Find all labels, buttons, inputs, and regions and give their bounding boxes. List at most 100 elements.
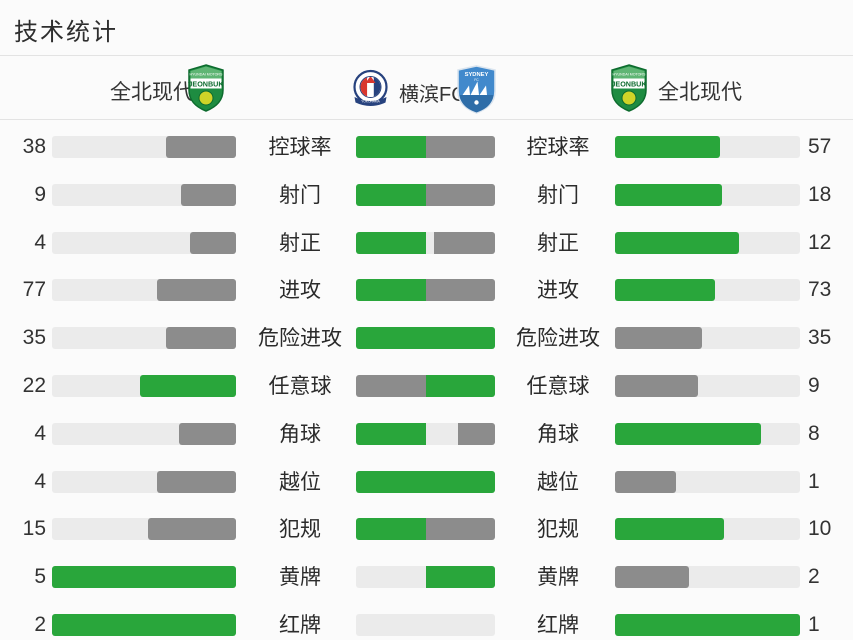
middle-home-bar-fill (426, 279, 495, 301)
middle-home-bar-segment (426, 566, 495, 588)
right-team-stat-bar-fill (615, 232, 739, 254)
stat-row: 5 黄牌 黄牌 2 (0, 565, 853, 590)
right-team-stat-bar (615, 232, 800, 254)
left-team-stat-bar-fill (180, 184, 236, 206)
left-team-stat-bar (52, 232, 236, 254)
stats-carousel[interactable]: 38 控球率 控球率 57 9 射门 射门 18 4 射正 射正 12 77 进… (0, 119, 853, 640)
yokohama-marinos-badge-icon: YOKOHAMA (353, 69, 388, 106)
section-divider (0, 55, 853, 56)
left-team-name: 全北现代 (110, 81, 194, 104)
stat-label-right: 犯规 (537, 518, 579, 541)
stat-row: 2 红牌 红牌 1 (0, 613, 853, 638)
left-team-stat-value: 35 (22, 326, 46, 349)
svg-text:JEONBUK: JEONBUK (611, 80, 647, 89)
left-team-stat-bar (52, 518, 236, 540)
middle-home-bar-fill (426, 471, 495, 493)
left-team-stat-bar (52, 279, 236, 301)
stat-label-right: 危险进攻 (516, 327, 600, 350)
right-team-stat-bar (615, 614, 800, 636)
middle-home-bar-segment (426, 136, 495, 158)
right-team-stat-value: 9 (808, 374, 820, 397)
right-team-stat-bar (615, 471, 800, 493)
middle-away-bar-segment (356, 184, 426, 206)
right-team-stat-bar-fill (615, 136, 721, 158)
right-team-stat-bar (615, 423, 800, 445)
stat-label-left: 危险进攻 (258, 327, 342, 350)
left-team-stat-bar (52, 136, 236, 158)
stat-label-right: 射门 (537, 184, 579, 207)
middle-away-bar-segment (356, 471, 426, 493)
teams-header: 全北现代 HYUNDAI MOTORS JEONBUK YOKOHAMA 横滨F… (0, 55, 853, 119)
stat-label-left: 越位 (279, 471, 321, 494)
right-team-stat-bar-fill (615, 471, 677, 493)
right-team-stat-bar (615, 518, 800, 540)
middle-team-name: 横滨FC (399, 84, 466, 106)
stat-row: 35 危险进攻 危险进攻 35 (0, 326, 853, 351)
svg-text:SYDNEY: SYDNEY (465, 72, 489, 78)
left-team-stat-bar (52, 375, 236, 397)
stat-label-left: 任意球 (268, 375, 332, 398)
right-team-stat-bar-fill (615, 327, 702, 349)
middle-away-bar-segment (356, 279, 426, 301)
middle-away-bar-segment (356, 518, 426, 540)
right-team-stat-value: 1 (808, 613, 820, 636)
middle-home-bar-segment (426, 423, 495, 445)
stat-label-right: 任意球 (526, 375, 590, 398)
middle-home-bar-fill (426, 327, 495, 349)
right-team-stat-bar (615, 279, 800, 301)
middle-home-bar-fill (457, 423, 495, 445)
svg-text:HYUNDAI MOTORS: HYUNDAI MOTORS (190, 73, 223, 77)
middle-away-bar-segment (356, 375, 426, 397)
right-team-stat-value: 8 (808, 422, 820, 445)
middle-away-bar-segment (356, 614, 426, 636)
stat-label-right: 进攻 (537, 279, 579, 302)
stat-row: 4 角球 角球 8 (0, 422, 853, 447)
right-team-stat-bar (615, 566, 800, 588)
right-team-stat-bar-fill (615, 423, 762, 445)
stat-label-right: 控球率 (526, 136, 590, 159)
left-team-stat-bar (52, 327, 236, 349)
left-team-stat-value: 4 (34, 470, 46, 493)
stat-label-right: 越位 (537, 471, 579, 494)
middle-home-bar-fill (426, 566, 495, 588)
svg-text:JEONBUK: JEONBUK (188, 80, 224, 89)
stat-label-right: 射正 (537, 232, 579, 255)
stat-row: 15 犯规 犯规 10 (0, 517, 853, 542)
middle-home-bar-fill (426, 136, 495, 158)
right-team-stat-bar-fill (615, 184, 723, 206)
middle-home-bar-fill (434, 232, 495, 254)
right-team-stat-bar (615, 184, 800, 206)
middle-home-bar-fill (426, 375, 495, 397)
stat-label-left: 红牌 (279, 614, 321, 637)
middle-away-bar-segment (356, 232, 426, 254)
right-team-stat-value: 2 (808, 565, 820, 588)
stat-label-left: 射正 (279, 232, 321, 255)
left-team-stat-bar-fill (147, 518, 236, 540)
right-team-stat-bar (615, 375, 800, 397)
right-team-stat-value: 73 (808, 278, 832, 301)
svg-text:HYUNDAI MOTORS: HYUNDAI MOTORS (613, 73, 646, 77)
left-team-stat-value: 15 (22, 517, 46, 540)
left-team-stat-bar (52, 184, 236, 206)
middle-home-bar-fill (426, 184, 495, 206)
left-team-stat-bar-fill (140, 375, 236, 397)
right-team-stat-bar-fill (615, 375, 699, 397)
left-team-stat-bar-fill (178, 423, 236, 445)
left-team-stat-value: 77 (22, 278, 46, 301)
stat-row: 77 进攻 进攻 73 (0, 278, 853, 303)
right-team-stat-value: 57 (808, 135, 832, 158)
stat-row: 9 射门 射门 18 (0, 183, 853, 208)
left-team-stat-bar-fill (52, 614, 236, 636)
right-team-stat-value: 18 (808, 183, 832, 206)
stat-label-right: 黄牌 (537, 566, 579, 589)
right-team-stat-bar (615, 327, 800, 349)
svg-text:YOKOHAMA: YOKOHAMA (361, 100, 380, 104)
left-team-stat-value: 9 (34, 183, 46, 206)
right-team-stat-bar-fill (615, 279, 715, 301)
middle-home-bar-segment (426, 614, 495, 636)
stat-label-left: 黄牌 (279, 566, 321, 589)
left-team-stat-value: 5 (34, 565, 46, 588)
left-team-stat-value: 4 (34, 422, 46, 445)
left-team-stat-value: 22 (22, 374, 46, 397)
